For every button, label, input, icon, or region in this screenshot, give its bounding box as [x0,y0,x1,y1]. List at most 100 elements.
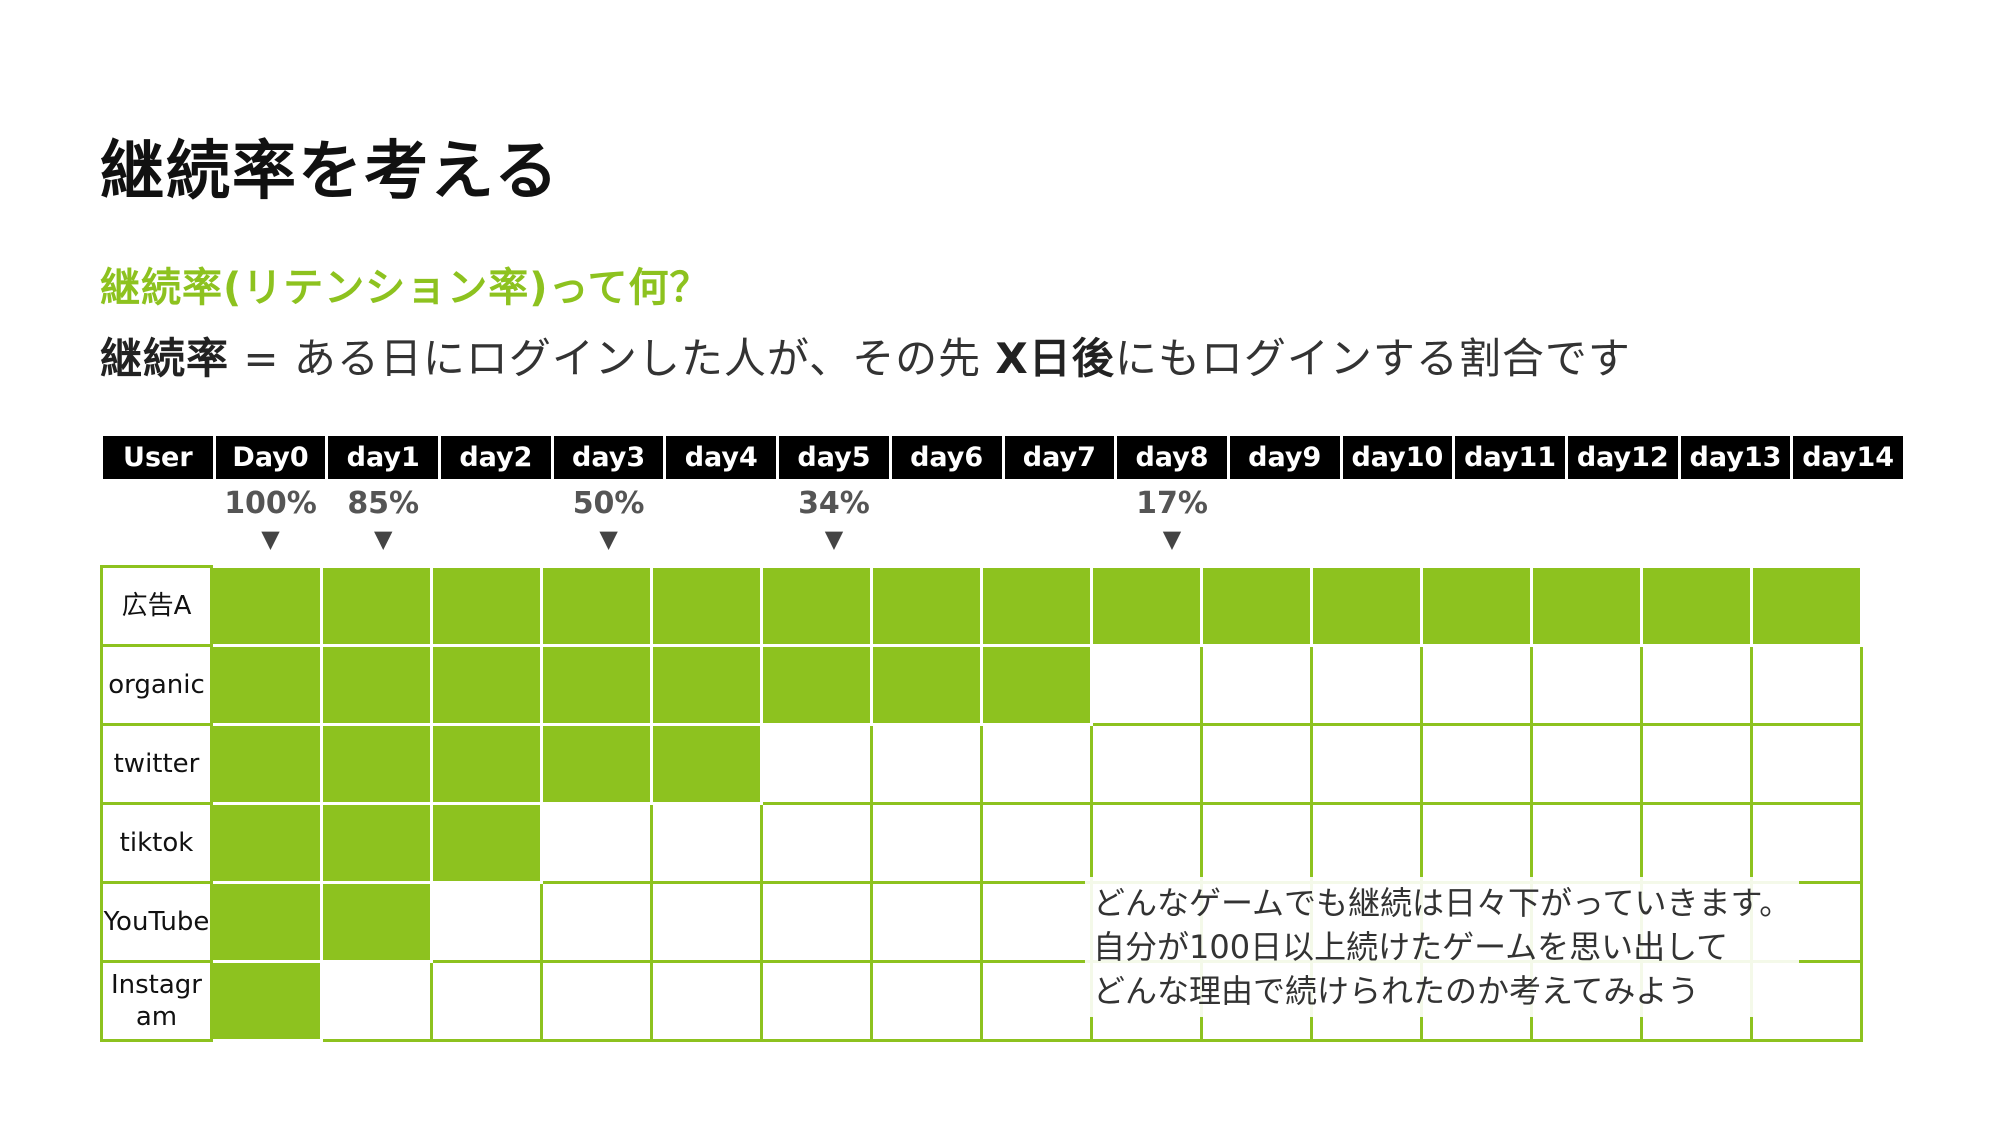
header-day-1: day1 [328,436,439,479]
note-text: どんなゲームでも継続は日々下がっていきます。 自分が100日以上続けたゲームを思… [1085,877,1800,1017]
retained-cell [1750,565,1863,647]
retained-cell [1090,565,1203,647]
down-arrow-icon: ▼ [824,525,844,553]
empty-cell [1530,644,1643,726]
retained-cell [540,723,653,805]
empty-cell [540,881,653,963]
definition-term: 継続率 [100,334,230,383]
retained-cell [540,644,653,726]
down-arrow-icon: ▼ [599,525,618,553]
retained-cell [210,960,323,1042]
empty-cell [760,723,873,805]
empty-cell [1420,644,1533,726]
empty-cell [650,960,763,1042]
empty-cell [870,960,983,1042]
empty-cell [430,960,543,1042]
down-arrow-icon: ▼ [373,525,393,553]
retained-cell [320,802,433,884]
empty-cell [760,960,873,1042]
retention-header: User Day0 day1 day2 day3 day4 day5 day6 day7 day8… [100,436,1906,479]
definition-rest: にもログインする割合です [1114,334,1631,383]
empty-cell [1200,723,1313,805]
retained-cell [430,802,543,884]
row-label: 広告A [100,565,213,647]
retention-percent: 34% [798,486,870,521]
empty-cell [1420,802,1533,884]
empty-cell [320,960,433,1042]
header-day-5: day5 [779,436,889,479]
row-label: YouTube [100,881,213,963]
retention-marker: 100% ▼ [206,486,336,553]
table-row: twitter [100,723,1863,805]
retention-percent: 100% [224,486,317,521]
retention-percent: 50% [572,486,645,521]
retained-cell [1420,565,1533,647]
retained-cell [1530,565,1643,647]
empty-cell [1750,802,1863,884]
row-label: organic [100,644,213,726]
retained-cell [210,565,323,647]
empty-cell [870,881,983,963]
retained-cell [540,565,653,647]
definition-eq: = ある日にログインした人が、その先 [229,334,996,383]
retained-cell [430,644,543,726]
retained-cell [210,802,323,884]
header-day-0: Day0 [215,436,326,479]
empty-cell [1090,644,1203,726]
row-label: tiktok [100,802,213,884]
retention-marker: 50% ▼ [544,486,674,553]
header-day-11: day11 [1455,436,1565,479]
note-line-3: どんな理由で続けられたのか考えてみよう [1093,972,1700,1010]
retained-cell [650,565,763,647]
header-day-13: day13 [1680,436,1791,479]
table-row: tiktok [100,802,1863,884]
note-line-2: 自分が100日以上続けたゲームを思い出して [1093,928,1729,966]
down-arrow-icon: ▼ [1162,525,1182,553]
retained-cell [760,644,873,726]
empty-cell [980,881,1093,963]
retained-cell [430,723,543,805]
empty-cell [430,881,543,963]
empty-cell [1310,644,1423,726]
empty-cell [980,802,1093,884]
section-subtitle: 継続率(リテンション率)って何？ [100,265,711,311]
retention-percent: 85% [347,486,420,521]
table-row: 広告A [100,565,1863,647]
empty-cell [760,802,873,884]
retained-cell [320,723,433,805]
retained-cell [1200,565,1313,647]
retention-marker: 85% ▼ [318,486,448,553]
empty-cell [1090,723,1203,805]
header-day-6: day6 [891,436,1002,479]
header-day-2: day2 [441,436,551,479]
empty-cell [760,881,873,963]
retained-cell [320,881,433,963]
empty-cell [1530,802,1643,884]
header-day-3: day3 [553,436,664,479]
empty-cell [1200,644,1313,726]
retained-cell [870,644,983,726]
row-label: twitter [100,723,213,805]
empty-cell [540,960,653,1042]
row-label: Instagr am [100,960,213,1042]
retained-cell [210,644,323,726]
empty-cell [650,881,763,963]
empty-cell [1090,802,1203,884]
empty-cell [980,723,1093,805]
retained-cell [650,644,763,726]
empty-cell [1640,644,1753,726]
retention-markers: 100% ▼ 85% ▼ 50% ▼ 34% ▼ 17% ▼ [0,486,2000,556]
header-day-9: day9 [1229,436,1340,479]
empty-cell [1640,723,1753,805]
empty-cell [870,802,983,884]
empty-cell [1750,644,1863,726]
header-day-10: day10 [1342,436,1453,479]
empty-cell [1640,802,1753,884]
header-day-14: day14 [1793,436,1903,479]
retained-cell [430,565,543,647]
down-arrow-icon: ▼ [261,525,280,553]
retention-marker: 17% ▼ [1107,486,1237,553]
header-day-7: day7 [1004,436,1115,479]
retained-cell [320,644,433,726]
empty-cell [1420,723,1533,805]
